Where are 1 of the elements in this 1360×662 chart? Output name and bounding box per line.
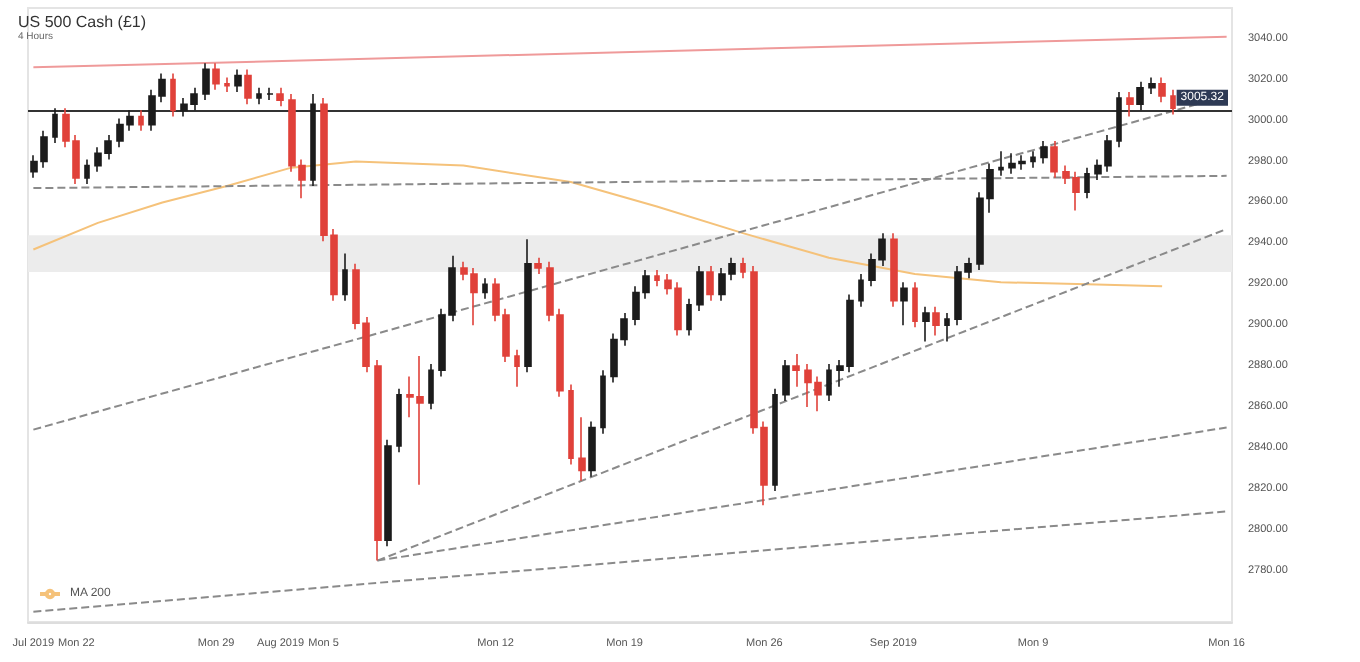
chart-title: US 500 Cash (£1)	[18, 13, 147, 31]
